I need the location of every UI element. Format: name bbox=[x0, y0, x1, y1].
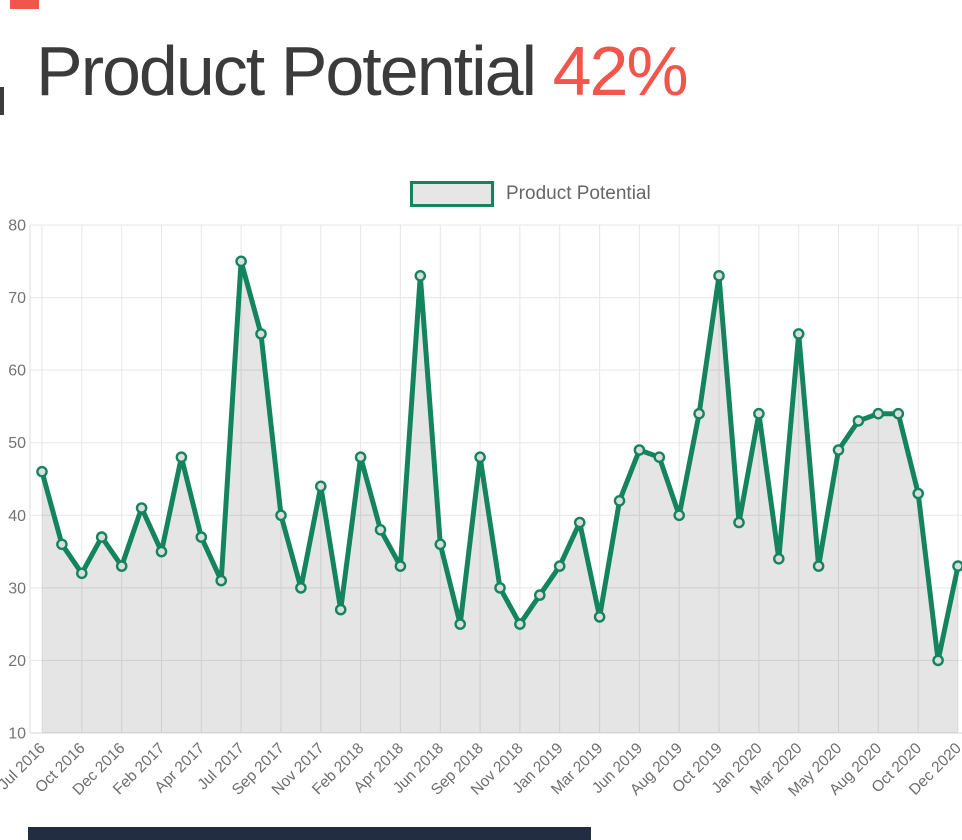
data-point[interactable] bbox=[733, 516, 745, 529]
data-point[interactable] bbox=[912, 487, 925, 500]
data-point[interactable] bbox=[693, 407, 705, 420]
data-point[interactable] bbox=[76, 567, 88, 580]
data-point[interactable] bbox=[275, 509, 287, 522]
page-title-text: Product Potential bbox=[36, 32, 537, 110]
svg-text:40: 40 bbox=[8, 508, 26, 525]
data-point[interactable] bbox=[872, 407, 885, 420]
data-point[interactable] bbox=[354, 451, 367, 464]
data-point[interactable] bbox=[36, 465, 48, 478]
data-point[interactable] bbox=[215, 574, 227, 587]
data-point[interactable] bbox=[474, 451, 486, 464]
chart-legend[interactable]: Product Potential bbox=[410, 181, 651, 207]
svg-text:70: 70 bbox=[8, 290, 26, 307]
svg-text:10: 10 bbox=[8, 726, 26, 743]
data-point[interactable] bbox=[852, 415, 865, 427]
data-point[interactable] bbox=[534, 589, 546, 601]
data-point[interactable] bbox=[773, 553, 785, 565]
legend-label: Product Potential bbox=[506, 183, 651, 204]
y-axis-labels: 10 20 30 40 50 60 70 80 bbox=[8, 218, 26, 743]
data-point[interactable] bbox=[613, 494, 626, 507]
bottom-navy-bar bbox=[28, 827, 591, 840]
data-point[interactable] bbox=[932, 654, 944, 667]
svg-text:30: 30 bbox=[8, 580, 26, 597]
data-point[interactable] bbox=[314, 480, 327, 493]
top-left-red-artifact bbox=[10, 0, 39, 9]
data-point-markers[interactable] bbox=[36, 255, 962, 667]
data-point[interactable] bbox=[952, 560, 962, 572]
data-point[interactable] bbox=[56, 538, 68, 551]
data-point[interactable] bbox=[713, 269, 725, 282]
legend-swatch-icon bbox=[410, 181, 494, 207]
data-point[interactable] bbox=[792, 328, 805, 340]
data-point[interactable] bbox=[633, 444, 646, 456]
data-point[interactable] bbox=[235, 255, 247, 268]
data-point[interactable] bbox=[374, 524, 387, 536]
data-point[interactable] bbox=[394, 560, 407, 572]
svg-text:20: 20 bbox=[8, 653, 26, 670]
data-point[interactable] bbox=[653, 451, 666, 464]
data-point[interactable] bbox=[175, 451, 188, 464]
data-point[interactable] bbox=[553, 560, 566, 572]
left-edge-artifact bbox=[0, 87, 4, 115]
data-point[interactable] bbox=[494, 582, 506, 594]
data-point[interactable] bbox=[155, 545, 168, 558]
svg-text:80: 80 bbox=[8, 218, 26, 235]
data-point[interactable] bbox=[812, 560, 825, 572]
svg-text:50: 50 bbox=[8, 435, 26, 452]
data-point[interactable] bbox=[673, 509, 686, 522]
data-point[interactable] bbox=[753, 407, 765, 420]
data-point[interactable] bbox=[434, 538, 447, 551]
page-title: Product Potential 42% bbox=[36, 36, 689, 106]
data-point[interactable] bbox=[514, 618, 526, 630]
data-point[interactable] bbox=[414, 269, 427, 282]
svg-text:60: 60 bbox=[8, 363, 26, 380]
data-point[interactable] bbox=[195, 531, 208, 543]
data-point[interactable] bbox=[573, 516, 586, 529]
data-point[interactable] bbox=[95, 531, 108, 543]
data-point[interactable] bbox=[295, 582, 307, 594]
data-point[interactable] bbox=[593, 611, 606, 623]
data-point[interactable] bbox=[115, 560, 128, 572]
data-point[interactable] bbox=[334, 603, 347, 616]
series-area-fill bbox=[42, 261, 958, 733]
data-point[interactable] bbox=[454, 618, 467, 630]
data-point[interactable] bbox=[135, 502, 148, 514]
title-percent-value: 42% bbox=[552, 32, 689, 110]
data-point[interactable] bbox=[832, 444, 845, 456]
data-point[interactable] bbox=[892, 407, 905, 420]
data-point[interactable] bbox=[255, 328, 267, 340]
